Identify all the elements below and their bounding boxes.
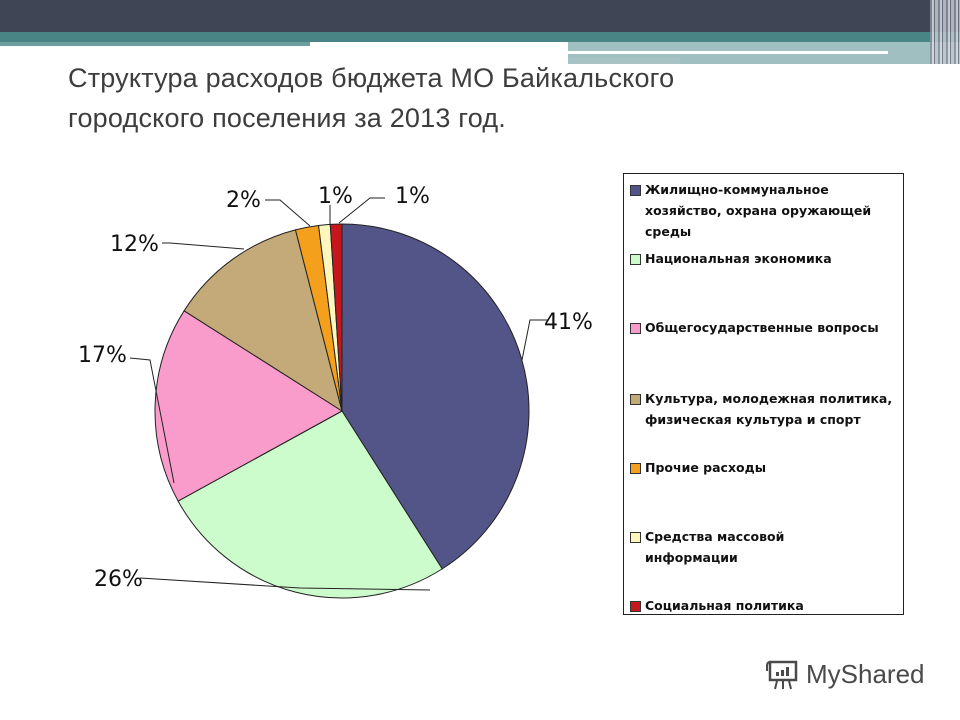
pie-slice: [329, 223, 343, 412]
legend-label: Жилищно-коммунальное хозяйство, охрана о…: [645, 182, 872, 239]
legend-label: Общегосударственные вопросы: [645, 320, 879, 335]
legend-item-culture: Культура, молодежная политика, физическа…: [630, 388, 903, 430]
legend-swatch: [630, 463, 641, 474]
pie-label-other: 2%: [226, 188, 261, 213]
legend-swatch: [630, 601, 641, 612]
title-line-2: городского поселения за 2013 год.: [68, 103, 507, 133]
slide-title: Структура расходов бюджета МО Байкальско…: [68, 58, 788, 138]
accent-bar: [0, 32, 960, 42]
legend-item-social: Социальная политика: [630, 595, 903, 616]
decorative-line: [568, 51, 888, 54]
legend-item-general: Общегосударственные вопросы: [630, 317, 903, 338]
legend-item-economy: Национальная экономика: [630, 248, 903, 269]
pie-label-general: 17%: [78, 343, 127, 368]
legend-item-other: Прочие расходы: [630, 457, 903, 478]
legend-label: Национальная экономика: [645, 251, 832, 266]
legend-item-zhkh: Жилищно-коммунальное хозяйство, охрана о…: [630, 179, 903, 242]
legend-swatch: [630, 394, 641, 405]
pie-slice: [183, 229, 343, 413]
pie-slices: [154, 223, 530, 599]
legend-item-media: Средства массовой информации: [630, 526, 815, 568]
legend-swatch: [630, 254, 641, 265]
decorative-stripes: [930, 0, 960, 64]
pie-label-culture: 12%: [110, 232, 159, 257]
legend-swatch: [630, 323, 641, 334]
legend-label: Социальная политика: [645, 598, 804, 613]
legend-label: Средства массовой информации: [645, 529, 785, 565]
pie-slice: [341, 223, 530, 570]
pie-label-media: 1%: [318, 184, 353, 209]
watermark-text: MyShared: [806, 658, 925, 689]
chart-legend: Жилищно-коммунальное хозяйство, охрана о…: [623, 173, 904, 615]
legend-swatch: [630, 185, 641, 196]
pie-label-zhkh: 41%: [544, 310, 593, 335]
watermark-logo: MyShared: [766, 657, 925, 691]
presentation-board-icon: [766, 660, 798, 690]
pie-label-economy: 26%: [94, 567, 143, 592]
accent-bar-lower: [0, 42, 310, 46]
legend-label: Культура, молодежная политика, физическа…: [645, 391, 893, 427]
pie-slice: [154, 310, 343, 502]
decorative-band-small: [568, 58, 680, 64]
leader-lines: [129, 197, 548, 591]
legend-label: Прочие расходы: [645, 460, 767, 475]
pie-slice: [177, 410, 443, 599]
header-bar: [0, 0, 960, 32]
legend-swatch: [630, 532, 641, 543]
title-line-1: Структура расходов бюджета МО Байкальско…: [68, 63, 675, 93]
pie-label-social: 1%: [395, 184, 430, 209]
